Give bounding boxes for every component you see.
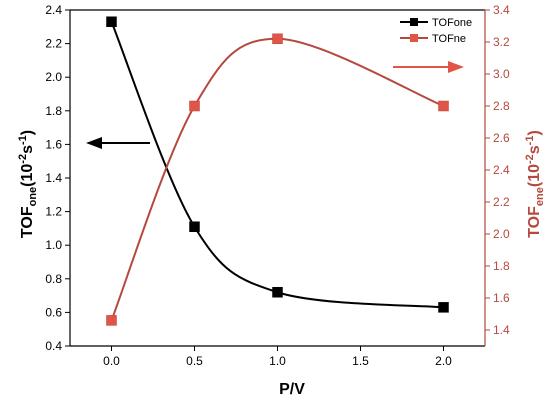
x-tick-label: 1.5 [352,354,369,368]
point-tofone [189,221,200,232]
y-left-tick-label: 1.4 [45,171,62,185]
point-tofne [438,100,449,112]
point-tofone [438,302,449,313]
left-axis-arrow [86,137,150,149]
y-right-tick-label: 2.6 [493,131,510,145]
y-right-axis-title: TOFene(10-2s-1) [524,130,546,238]
y-right-title-close: ) [526,130,543,135]
y-left-title-main: TOF [19,206,36,238]
y-left-tick-label: 0.8 [45,272,62,286]
legend-label-tofone: TOFone [432,17,472,29]
x-tick-label: 2.0 [435,354,452,368]
y-right-tick-label: 2.4 [493,163,510,177]
y-right-title-unit2: s [526,145,543,154]
y-right-title-main: TOF [526,206,543,238]
y-left-title-exp2: -1 [17,135,29,145]
curves [110,21,444,321]
y-left-tick-label: 0.6 [45,305,62,319]
y-right-tick-label: 1.8 [493,259,510,273]
series-line-tofne [110,37,444,321]
point-tofone [106,16,117,28]
legend-label-tofne: TOFne [432,33,466,45]
y-right-title-sub: ene [534,187,546,206]
y-right-tick-label: 1.4 [493,323,510,337]
y-right-tick-label: 2.8 [493,99,510,113]
point-tofne [106,315,117,326]
y-left-title-unit2: s [19,145,36,154]
y-left-title-close: ) [19,130,36,135]
legend-entry-tofne: TOFne [400,33,466,45]
point-tofone [272,286,283,298]
y-right-tick-label: 2.2 [493,195,510,209]
x-tick-label: 1.0 [269,354,286,368]
y-left-tick-label: 2.2 [45,37,62,51]
y-left-title-exp1: -2 [17,154,29,164]
y-right-tick-label: 3.4 [493,3,510,17]
y-right-title-exp1: -2 [524,154,536,164]
y-left-tick-label: 2.4 [45,3,62,17]
y-left-axis-title: TOFone(10-2s-1) [17,130,39,238]
y-right-title-unit: (10 [526,164,543,187]
legend-entry-tofone: TOFone [400,17,472,29]
y-left-title-sub: one [27,187,39,207]
y-right-tick-label: 3.0 [493,67,510,81]
y-left-tick-label: 0.4 [45,339,62,353]
y-right-tick-label: 3.2 [493,35,510,49]
y-right-tick-label: 2.0 [493,227,510,241]
markers [106,16,449,326]
point-tofne [189,100,200,112]
y-left-title-unit: (10 [19,164,36,187]
series-line-tofone [110,21,444,309]
y-left-tick-label: 1.8 [45,104,62,118]
x-tick-label: 0.5 [186,354,203,368]
y-left-tick-label: 1.6 [45,137,62,151]
x-axis-title: P/V [279,381,305,398]
point-tofne [272,33,283,45]
y-right-title-exp2: -1 [524,136,536,146]
y-left-tick-label: 1.2 [45,205,62,219]
axes: 0.0 0.5 1.0 1.5 2.0 0.4 0.6 0.8 1.0 1.2 1.4 1.6 1.8 2… [45,3,510,368]
y-left-tick-label: 2.0 [45,70,62,84]
right-axis-arrow [393,61,464,73]
y-right-tick-label: 1.6 [493,291,510,305]
x-tick-label: 0.0 [103,354,120,368]
y-left-tick-label: 1.0 [45,238,62,252]
legend: TOFone TOFne [400,17,472,45]
